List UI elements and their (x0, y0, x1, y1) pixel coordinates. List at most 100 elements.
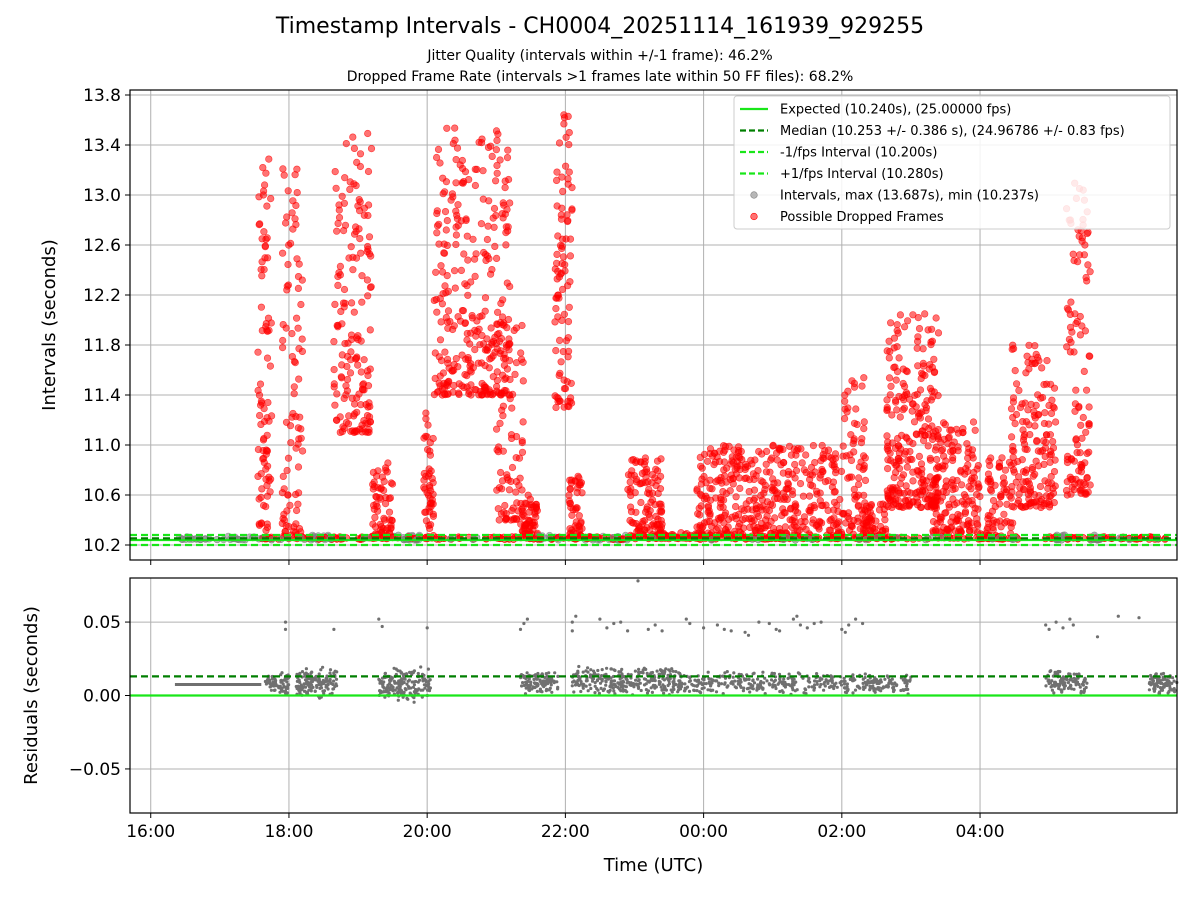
residual-point (671, 687, 676, 692)
residual-point (595, 687, 599, 691)
dropped-frame-point (475, 391, 483, 399)
residual-point (861, 621, 865, 626)
residual-point (782, 677, 786, 681)
residual-point (1056, 669, 1060, 674)
dropped-frame-point (291, 359, 299, 367)
residual-point (621, 688, 625, 692)
dropped-frame-point (924, 502, 932, 510)
residual-point (641, 668, 645, 672)
residual-point (851, 673, 855, 677)
dropped-frame-point (712, 525, 720, 534)
dropped-frame-point (960, 491, 969, 499)
dropped-frame-point (471, 165, 479, 173)
dropped-frame-point (828, 461, 836, 469)
residual-point (780, 682, 785, 686)
residual-point (688, 676, 692, 680)
dropped-frame-point (568, 205, 576, 213)
residual-point (815, 682, 819, 686)
residual-point (903, 677, 907, 681)
dropped-frame-point (561, 267, 569, 275)
residual-point (584, 679, 589, 683)
dropped-frame-point (1075, 479, 1083, 488)
residual-point (667, 682, 672, 686)
dropped-frame-point (777, 495, 785, 503)
dropped-frame-point (352, 227, 360, 236)
residual-point (679, 684, 683, 688)
residual-point (725, 685, 729, 689)
residual-point (547, 671, 551, 675)
dropped-frame-point (283, 286, 291, 294)
dropped-frame-point (844, 474, 852, 482)
residual-point (683, 682, 687, 686)
residual-point (677, 671, 681, 675)
residual-point (385, 688, 389, 692)
residual-point (378, 678, 382, 682)
dropped-frame-point (883, 396, 891, 404)
dropped-frame-point (433, 308, 441, 316)
residual-point (321, 681, 326, 686)
legend-dot-marker (750, 191, 758, 199)
dropped-frame-point (627, 484, 635, 493)
dropped-frame-point (363, 276, 372, 284)
dropped-frame-point (1041, 477, 1049, 485)
residual-point (725, 670, 729, 674)
residual-point (620, 684, 625, 688)
dropped-frame-point (430, 391, 439, 399)
dropped-frame-point (900, 450, 909, 458)
residual-point (600, 677, 604, 681)
dropped-frame-point (919, 482, 927, 491)
residual-point (317, 677, 321, 681)
residual-point (1063, 681, 1067, 685)
residual-point (861, 677, 865, 681)
dropped-frame-point (254, 348, 262, 356)
dropped-frame-point (420, 476, 428, 484)
dropped-frame-point (1075, 251, 1084, 259)
dropped-frame-point (453, 211, 461, 219)
dropped-frame-point (435, 220, 443, 228)
dropped-frame-point (332, 184, 340, 192)
residual-point (646, 627, 650, 632)
dropped-frame-point (353, 353, 361, 361)
residual-point (778, 677, 782, 681)
residual-point (303, 689, 307, 693)
residual-point (380, 624, 384, 629)
residual-point (321, 665, 325, 669)
dropped-frame-point (997, 492, 1005, 501)
residual-point (663, 669, 667, 673)
residual-point (653, 686, 657, 690)
residual-point (617, 682, 621, 686)
dropped-frame-point (895, 354, 903, 362)
dropped-frame-point (494, 308, 502, 316)
dropped-frame-point (1073, 441, 1081, 449)
dropped-frame-point (720, 466, 728, 474)
dropped-frame-point (948, 441, 956, 450)
dropped-frame-point (745, 497, 753, 505)
dropped-frame-point (997, 523, 1005, 531)
dropped-frame-point (441, 348, 449, 356)
dropped-frame-point (264, 314, 273, 322)
residual-point (1071, 623, 1075, 627)
residual-point (795, 688, 799, 692)
residual-point (535, 689, 540, 694)
dropped-frame-point (553, 168, 561, 176)
residual-point (619, 670, 623, 674)
residual-point (1078, 685, 1082, 689)
dropped-frame-point (918, 408, 926, 416)
residual-point (783, 683, 788, 687)
residual-point (529, 683, 533, 687)
residual-point (1152, 688, 1157, 692)
dropped-frame-point (933, 455, 941, 464)
dropped-frame-point (760, 489, 768, 497)
x-axis-label: Time (UTC) (603, 855, 704, 876)
residual-point (296, 686, 300, 691)
dropped-frame-point (262, 169, 270, 177)
dropped-frame-point (1019, 503, 1027, 512)
residual-point (405, 682, 409, 686)
residual-point (313, 678, 317, 682)
residual-point (786, 676, 790, 681)
dropped-frame-point (370, 483, 379, 491)
dropped-frame-point (1034, 447, 1042, 455)
dropped-frame-point (626, 516, 634, 525)
dropped-frame-point (360, 356, 368, 364)
residual-point (822, 682, 826, 686)
